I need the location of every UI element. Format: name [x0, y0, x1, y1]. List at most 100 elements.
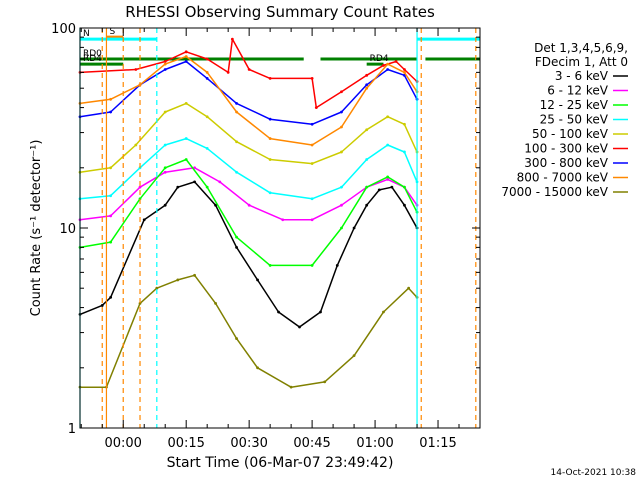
data-point	[298, 325, 301, 329]
data-point	[109, 166, 113, 170]
data-point	[340, 150, 343, 154]
data-point	[214, 203, 217, 207]
flag-label: RD4	[83, 54, 102, 64]
data-point	[352, 354, 356, 358]
marker-layer	[79, 28, 477, 428]
series-line	[79, 137, 418, 200]
data-point	[310, 162, 314, 165]
data-point	[205, 115, 209, 119]
data-point	[386, 115, 390, 119]
data-point	[365, 128, 369, 132]
x-tick-label: 00:30	[230, 436, 267, 451]
data-point	[340, 185, 343, 189]
data-point	[382, 310, 385, 314]
data-point	[365, 83, 369, 87]
x-axis-label: Start Time (06-Mar-07 23:49:42)	[167, 455, 394, 471]
data-point	[268, 191, 272, 195]
data-point	[268, 76, 272, 80]
data-point	[235, 235, 238, 239]
data-point	[109, 295, 113, 299]
data-point	[268, 264, 272, 267]
y-tick-label: 100	[51, 22, 76, 37]
data-point	[235, 245, 238, 249]
data-point	[323, 380, 327, 384]
data-point	[340, 90, 343, 94]
y-tick-label: 10	[59, 222, 76, 237]
data-point	[314, 106, 318, 109]
data-point	[394, 60, 398, 63]
data-point	[310, 197, 314, 201]
tick-layer: 00:00 00:15 00:30 00:45 01:00 01:15 1 10 100	[51, 22, 481, 451]
data-point	[163, 110, 167, 114]
data-point	[235, 170, 238, 174]
data-point	[163, 60, 167, 63]
data-point	[226, 70, 230, 74]
data-point	[163, 62, 167, 66]
data-point	[340, 125, 343, 129]
y-tick-label: 1	[68, 422, 76, 437]
data-point	[268, 158, 272, 161]
legend-item-label: 50 - 100 keV	[532, 127, 609, 141]
y-axis-label: Count Rate (s⁻¹ detector⁻¹)	[29, 140, 44, 317]
data-point	[390, 185, 394, 189]
flag-label: N	[83, 29, 90, 39]
data-point	[365, 185, 369, 189]
flag-label: S	[109, 27, 115, 37]
x-tick-label: 01:15	[419, 436, 456, 451]
data-point	[184, 60, 188, 63]
data-point	[386, 177, 390, 181]
data-point	[386, 68, 390, 71]
data-point	[235, 140, 238, 144]
data-point	[277, 310, 280, 314]
data-point	[205, 57, 209, 61]
data-point	[386, 143, 390, 147]
legend-header: Det 1,3,4,5,6,9,	[534, 41, 628, 55]
data-point	[365, 158, 369, 161]
data-point	[163, 166, 167, 170]
data-point	[205, 76, 209, 80]
data-point	[235, 110, 238, 114]
legend-item-label: 300 - 800 keV	[524, 156, 608, 170]
data-point	[205, 185, 209, 189]
data-point	[184, 158, 188, 161]
chart-title: RHESSI Observing Summary Count Rates	[125, 3, 435, 21]
data-point	[310, 122, 314, 126]
data-point	[407, 286, 411, 290]
data-point	[184, 55, 188, 58]
data-point	[109, 97, 113, 101]
data-point	[109, 214, 113, 218]
data-point	[176, 185, 180, 189]
series-line	[79, 167, 418, 221]
data-point	[319, 310, 322, 314]
render-timestamp: 14-Oct-2021 10:38	[551, 468, 637, 478]
data-point	[205, 147, 209, 150]
data-point	[214, 301, 217, 305]
data-point	[109, 194, 113, 198]
data-point	[163, 170, 167, 174]
data-point	[310, 264, 314, 267]
data-point	[340, 110, 343, 114]
data-point	[176, 278, 180, 282]
data-point	[335, 264, 339, 267]
data-point	[142, 218, 146, 222]
data-point	[235, 337, 238, 340]
data-point	[134, 68, 138, 71]
data-point	[163, 203, 167, 207]
data-point	[193, 180, 196, 184]
data-point	[386, 62, 390, 66]
legend-item-label: 25 - 50 keV	[540, 113, 609, 127]
data-point	[256, 366, 259, 370]
legend-header: FDecim 1, Att 0	[535, 55, 628, 69]
data-point	[205, 70, 209, 74]
legend-item-label: 3 - 6 keV	[555, 69, 609, 83]
data-point	[352, 226, 356, 230]
data-point	[403, 70, 406, 74]
legend-item-label: 100 - 300 keV	[524, 142, 608, 156]
data-point	[109, 240, 113, 244]
data-point	[403, 150, 406, 154]
data-point	[310, 76, 314, 80]
data-point	[310, 143, 314, 147]
data-point	[184, 101, 188, 105]
